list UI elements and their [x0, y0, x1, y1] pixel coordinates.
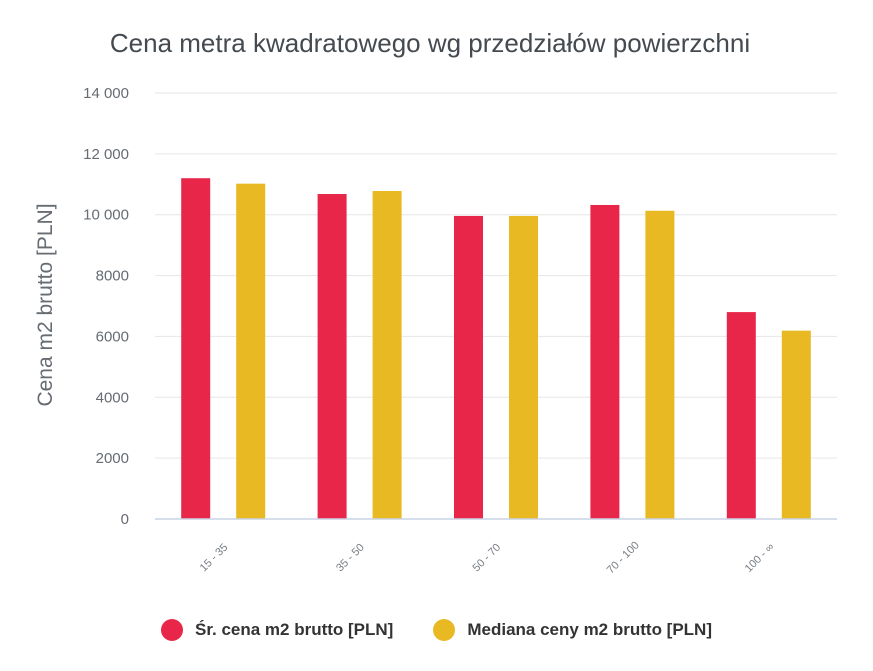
- y-tick-label: 4000: [96, 389, 129, 406]
- legend: Śr. cena m2 brutto [PLN] Mediana ceny m2…: [0, 615, 873, 645]
- y-tick-label: 14 000: [83, 85, 129, 102]
- bar-average[interactable]: [454, 215, 483, 519]
- gridlines: [155, 92, 837, 459]
- bar-average[interactable]: [726, 312, 756, 519]
- bar-average[interactable]: [317, 194, 347, 519]
- x-tick-label: 100 - ∞: [743, 541, 777, 575]
- bar-median[interactable]: [372, 190, 402, 520]
- legend-marker-median: [433, 619, 456, 641]
- legend-label-average: Śr. cena m2 brutto [PLN]: [194, 620, 394, 639]
- x-tick-label: 15 - 35: [198, 542, 231, 575]
- x-tick-label: 50 - 70: [471, 542, 504, 575]
- legend-label-median: Mediana ceny m2 brutto [PLN]: [467, 620, 712, 639]
- x-tick-label: 35 - 50: [334, 542, 367, 575]
- chart-title: Cena metra kwadratowego wg przedziałów p…: [110, 28, 750, 58]
- y-tick-label: 0: [121, 511, 129, 528]
- bar-median[interactable]: [781, 330, 811, 519]
- bar-median[interactable]: [645, 210, 675, 519]
- legend-marker-average: [160, 619, 183, 641]
- y-axis-label: Cena m2 brutto [PLN]: [34, 203, 57, 406]
- y-tick-label: 6000: [96, 328, 129, 345]
- legend-item-median[interactable]: Mediana ceny m2 brutto [PLN]: [433, 619, 712, 641]
- x-tick-label: 70 - 100: [605, 539, 642, 576]
- y-tick-label: 10 000: [83, 207, 129, 224]
- legend-item-average[interactable]: Śr. cena m2 brutto [PLN]: [160, 619, 394, 641]
- y-axis-ticks: 0 2000 4000 6000 8000 10 000 12 000 14 000: [83, 85, 129, 528]
- bar-median[interactable]: [236, 183, 266, 520]
- bar-average[interactable]: [590, 204, 620, 519]
- y-tick-label: 8000: [96, 268, 129, 285]
- bars: [181, 178, 811, 520]
- bar-chart: Cena metra kwadratowego wg przedziałów p…: [34, 28, 837, 576]
- bar-average[interactable]: [181, 178, 211, 519]
- y-tick-label: 2000: [96, 450, 129, 467]
- bar-median[interactable]: [509, 215, 538, 519]
- x-axis-ticks: 15 - 35 35 - 50 50 - 70 70 - 100 100 - ∞: [198, 539, 777, 576]
- y-tick-label: 12 000: [83, 146, 129, 163]
